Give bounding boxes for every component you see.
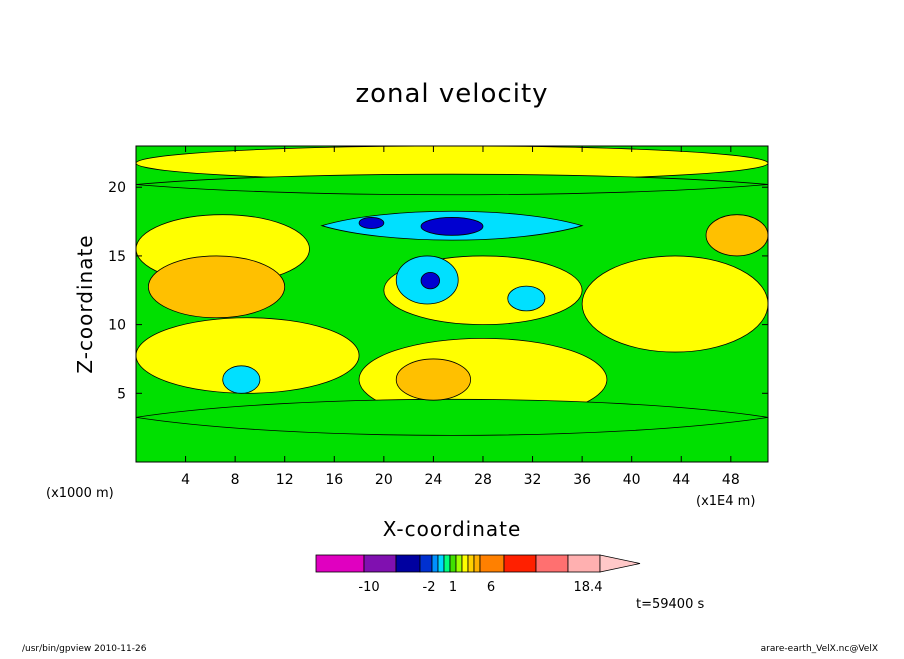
y-axis-title: Z-coordinate — [73, 234, 97, 373]
contour-jet-core — [420, 217, 484, 236]
colorbar-arrow — [599, 554, 641, 573]
chart-title: zonal velocity — [355, 79, 548, 109]
colorbar-swatch — [567, 554, 601, 573]
colorbar-swatch — [535, 554, 569, 573]
x-tick-label: 16 — [325, 472, 343, 488]
colorbar-label: 6 — [487, 580, 495, 595]
contour-features — [136, 146, 768, 436]
yellow-region — [581, 255, 768, 353]
x-axis-ticks: 4 8 12 16 20 24 28 32 36 40 44 48 — [181, 146, 740, 488]
colorbar-swatch — [503, 554, 537, 573]
contour-lower-band — [136, 398, 768, 436]
colorbar-swatch — [479, 554, 505, 573]
colorbar-swatch — [473, 554, 481, 573]
x-tick-label: 40 — [623, 472, 641, 488]
x-tick-label: 4 — [181, 472, 190, 488]
x-axis-title: X-coordinate — [383, 517, 522, 541]
colorbar — [315, 554, 641, 573]
colorbar-label: -10 — [358, 580, 379, 595]
x-tick-label: 48 — [722, 472, 740, 488]
x-tick-label: 32 — [524, 472, 542, 488]
x-unit-label: (x1E4 m) — [696, 494, 755, 509]
contour-right-warm — [705, 214, 768, 257]
contour-left-core — [358, 217, 385, 229]
contour-top-band — [136, 173, 768, 196]
yellow-region — [136, 317, 360, 394]
y-tick-label: 20 — [108, 180, 126, 196]
contour-low-warm — [395, 358, 471, 401]
colorbar-swatch — [455, 554, 463, 573]
footer-right: arare-earth_VelX.nc@VelX — [761, 644, 878, 654]
contour-left-warm — [147, 255, 286, 319]
y-tick-label: 10 — [108, 318, 126, 334]
colorbar-swatch — [467, 554, 475, 573]
x-tick-label: 8 — [231, 472, 240, 488]
time-label: t=59400 s — [636, 597, 704, 612]
x-tick-label: 12 — [276, 472, 294, 488]
contour-cold-cell-low — [222, 365, 261, 394]
colorbar-swatch — [461, 554, 469, 573]
colorbar-label: 18.4 — [574, 580, 603, 595]
contour-mid-core — [420, 271, 441, 290]
x-tick-label: 28 — [474, 472, 492, 488]
colorbar-swatch — [443, 554, 451, 573]
colorbar-label: -2 — [423, 580, 436, 595]
x-tick-label: 36 — [573, 472, 591, 488]
y-tick-label: 5 — [117, 386, 126, 402]
x-tick-label: 44 — [672, 472, 690, 488]
plot-frame — [135, 145, 769, 463]
x-tick-label: 20 — [375, 472, 393, 488]
colorbar-labels: -10 -2 1 6 18.4 — [358, 580, 602, 595]
colorbar-swatch — [419, 554, 433, 573]
colorbar-swatch — [431, 554, 439, 573]
y-axis-ticks: 5 10 15 20 — [108, 180, 768, 402]
y-unit-label: (x1000 m) — [46, 486, 114, 501]
colorbar-swatch — [315, 554, 365, 573]
colorbar-swatch — [363, 554, 397, 573]
x-tick-label: 24 — [424, 472, 442, 488]
y-tick-label: 15 — [108, 249, 126, 265]
colorbar-swatch — [395, 554, 421, 573]
colorbar-swatch — [437, 554, 445, 573]
contour-cold-cell-right — [507, 285, 546, 312]
colorbar-swatch — [449, 554, 457, 573]
plot-area — [136, 146, 768, 462]
colorbar-label: 1 — [449, 580, 457, 595]
footer-left: /usr/bin/gpview 2010-11-26 — [22, 644, 147, 654]
